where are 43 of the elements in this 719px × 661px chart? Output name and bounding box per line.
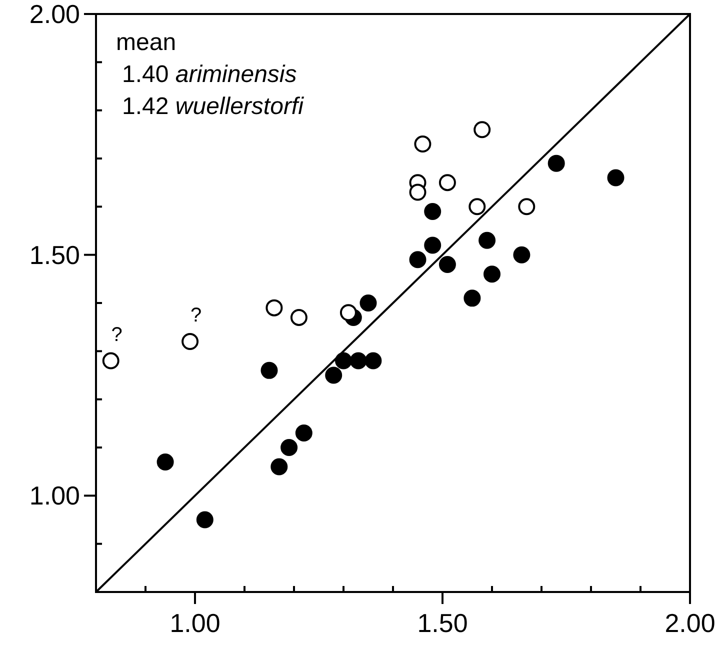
point	[364, 352, 382, 370]
point	[270, 458, 288, 476]
y-tick-label: 1.50	[29, 240, 80, 270]
point	[280, 439, 298, 456]
annotation: mean	[116, 29, 176, 56]
point	[484, 266, 500, 283]
point	[478, 232, 496, 249]
point	[360, 294, 377, 312]
annotation: ?	[190, 304, 202, 327]
point	[260, 362, 278, 379]
annotation: 1.42 wuellerstorfi	[122, 93, 304, 120]
point	[325, 366, 342, 384]
point	[513, 246, 530, 264]
y-tick-label: 2.00	[29, 0, 80, 29]
point	[295, 424, 312, 442]
point	[438, 256, 456, 273]
point	[350, 352, 367, 370]
point	[102, 352, 120, 370]
point	[409, 251, 426, 268]
point	[409, 184, 426, 201]
point	[424, 202, 442, 220]
point	[468, 198, 486, 216]
point	[335, 352, 352, 370]
point	[182, 333, 199, 350]
point	[424, 236, 442, 254]
x-tick-label: 1.50	[417, 608, 468, 638]
annotation: 1.40 ariminensis	[122, 61, 297, 88]
point	[607, 169, 624, 186]
x-tick-label: 1.00	[170, 608, 220, 638]
point	[464, 290, 481, 307]
point	[414, 136, 432, 153]
annotation: ?	[111, 324, 122, 346]
point	[518, 198, 536, 216]
point	[266, 299, 283, 316]
point	[474, 121, 491, 138]
x-tick-label: 2.00	[664, 608, 716, 638]
y-tick-label: 1.00	[29, 480, 80, 511]
point	[290, 308, 308, 326]
point	[438, 174, 456, 192]
point	[548, 154, 565, 172]
point	[340, 304, 357, 322]
point	[196, 511, 214, 528]
point	[156, 453, 174, 470]
